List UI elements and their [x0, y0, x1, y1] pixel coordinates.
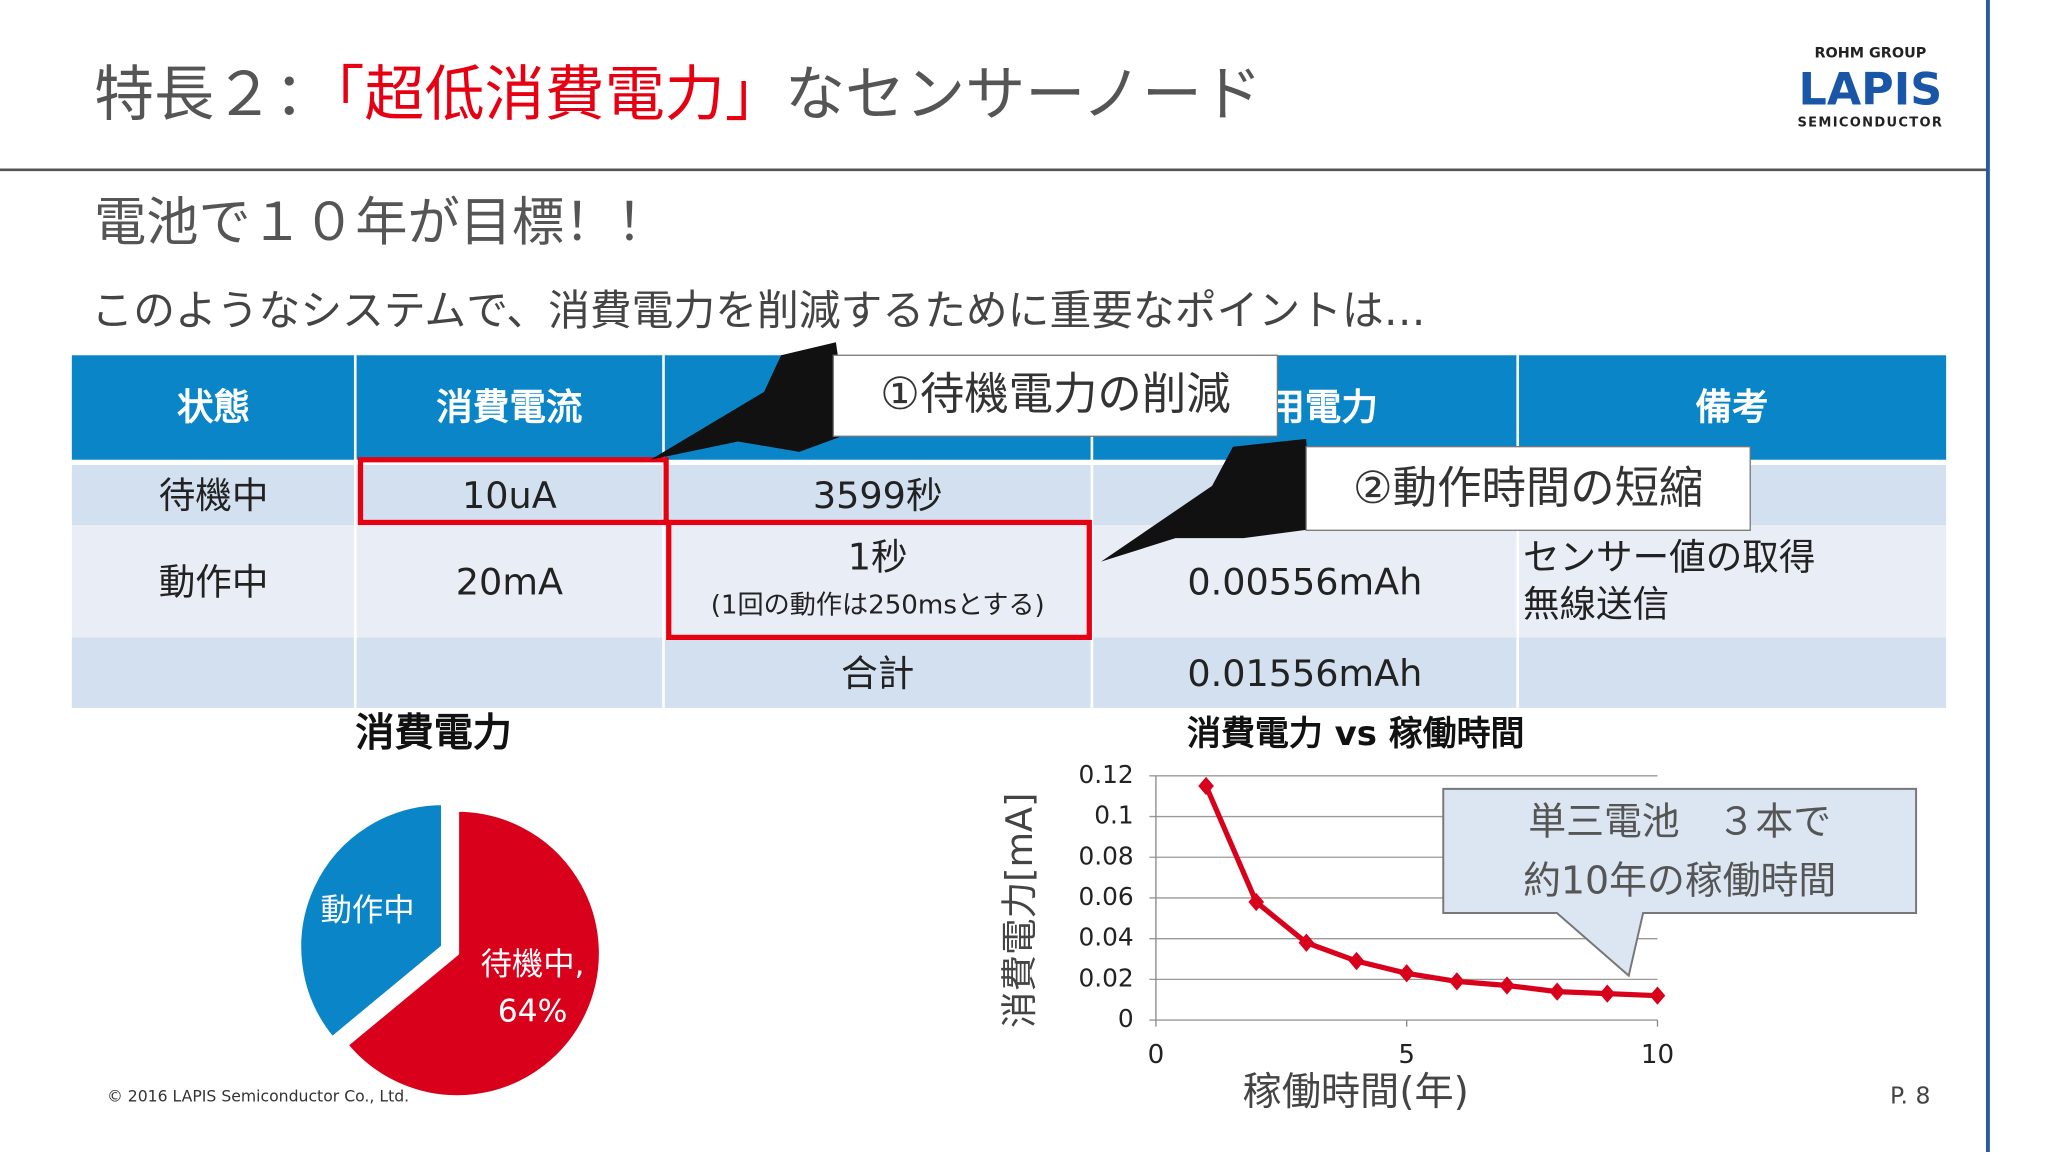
highlight [666, 519, 1092, 640]
y-tick-label: 0.08 [1078, 841, 1133, 870]
header-cell: 備考 [1695, 385, 1768, 428]
cell-text: 1秒 [848, 536, 908, 579]
point-marker [1398, 964, 1415, 983]
cell-text: 無線送信 [1523, 583, 1669, 626]
x-tick-label: 0 [1148, 1040, 1165, 1070]
title-part: なセンサーノード [785, 60, 1262, 130]
annotation: 単三電池 ３本で [1528, 800, 1831, 844]
point-marker [1549, 982, 1565, 1001]
series-line [1203, 784, 1658, 999]
page-number: P. 8 [1890, 1082, 1930, 1110]
header-cell: 状態 [177, 385, 250, 428]
chart-title: 消費電力 vs 稼働時間 [1187, 714, 1524, 754]
slice-label: 待機中, 64% [481, 946, 585, 1029]
point-marker [1449, 972, 1465, 991]
x-axis-label: 稼働時間(年) [1243, 1070, 1469, 1115]
point-marker [1198, 776, 1214, 796]
title: 特長２：「超低消費電力」なセンサーノード [94, 60, 1262, 130]
cell-text: センサー値の取得 [1523, 536, 1816, 579]
pie-slice [297, 801, 445, 1042]
annotation-box [1442, 787, 1918, 978]
y-tick-label: 0.04 [1078, 923, 1133, 952]
y-tick-label: 0 [1118, 1004, 1134, 1033]
callout: ①待機電力の削減 [880, 369, 1231, 420]
y-tick-label: 0.12 [1078, 760, 1133, 789]
subtitle: 電池で１０年が目標！！ [94, 193, 669, 253]
logo-group: ROHM GROUP [1814, 46, 1926, 62]
row-bg [71, 525, 1947, 638]
cell-text: 0.00556mAh [1187, 560, 1422, 603]
chart-title: 消費電力 [355, 711, 512, 756]
x-tick-label: 5 [1398, 1040, 1415, 1070]
annotation: 約10年の稼働時間 [1523, 858, 1836, 902]
cell-text: 待機中 [159, 474, 269, 517]
point-marker [1649, 986, 1666, 1005]
y-tick-label: 0.1 [1094, 801, 1133, 830]
highlight [357, 457, 669, 526]
slice-label: 動作中 [321, 892, 415, 928]
cell-text: 3599秒 [813, 474, 943, 517]
header-cell: 消費電流 [436, 385, 582, 428]
copyright: © 2016 LAPIS Semiconductor Co., Ltd. [107, 1087, 409, 1106]
y-tick-label: 0.02 [1078, 963, 1133, 992]
logo-sub: SEMICONDUCTOR [1797, 115, 1943, 130]
row-bg [71, 637, 1947, 708]
intro: このようなシステムで、消費電力を削減するために重要なポイントは… [91, 286, 1425, 335]
cell-text: 20mA [456, 560, 563, 603]
title-part: 「超低消費電力」 [334, 60, 785, 130]
y-tick-label: 0.06 [1078, 882, 1133, 911]
logo-name: LAPIS [1799, 65, 1943, 116]
pointing-hand [1101, 438, 1313, 562]
y-axis-label: 消費電力[mA] [998, 793, 1041, 1028]
point-marker [1348, 951, 1365, 971]
point-marker [1599, 984, 1616, 1003]
cell-text: 合計 [841, 652, 914, 695]
line-chart: 消費電力 vs 稼働時間 0 0.02 0.04 0.06 0.08 0.1 0.12 0 5 10… [998, 714, 1918, 1115]
x-tick-label: 10 [1641, 1040, 1674, 1070]
title-part: 特長２： [94, 60, 334, 130]
cell-text: (1回の動作は250msとする) [711, 591, 1045, 621]
callout-box [832, 354, 1279, 437]
callout: ②動作時間の短縮 [1353, 463, 1704, 514]
callout-box [1305, 446, 1751, 531]
cell-text: 動作中 [159, 560, 269, 603]
cell-text: 0.01556mAh [1187, 652, 1422, 695]
pie-slice [343, 807, 603, 1100]
cell-text: 10uA [462, 474, 557, 517]
pointing-hand [650, 342, 849, 460]
